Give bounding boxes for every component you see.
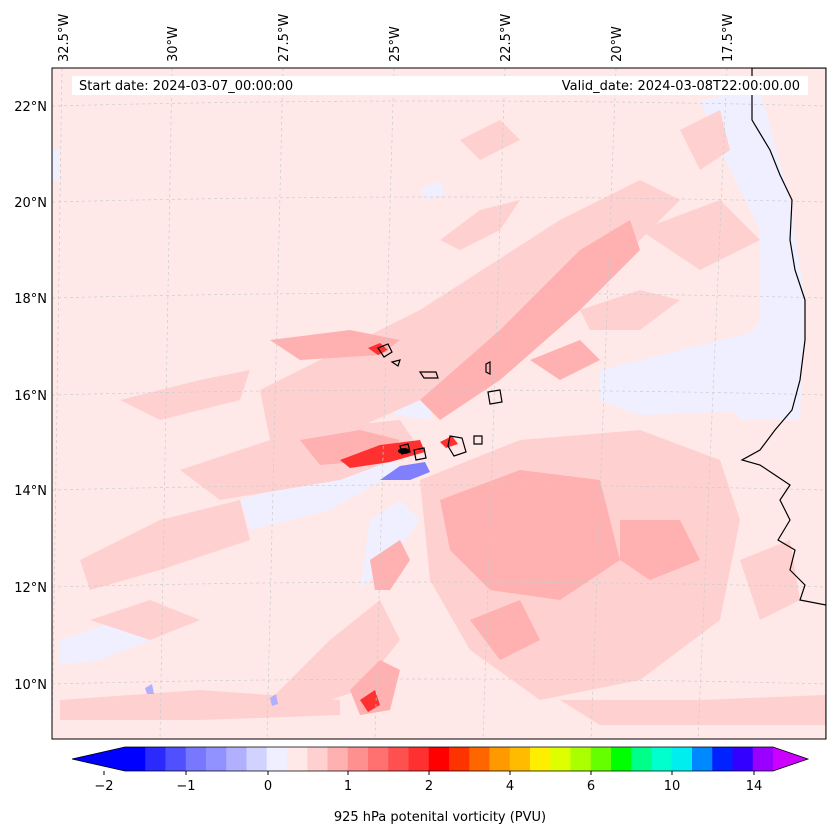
colorbar-tick-label: 4: [506, 779, 514, 794]
lat-label: 18°N: [14, 292, 47, 307]
colorbar-segment: [368, 747, 389, 771]
colorbar-tick-label: −2: [94, 779, 113, 794]
cape-verde-islands: [377, 343, 503, 461]
colorbar-outline: [71, 746, 810, 772]
map-panel: [52, 68, 826, 739]
colorbar-segment: [226, 747, 248, 771]
colorbar-segment: [509, 747, 531, 771]
colorbar-segment: [449, 747, 470, 771]
start-date-label: Start date: 2024-03-07_00:00:00: [79, 79, 293, 94]
island-fogo: [413, 447, 427, 461]
colorbar-segment: [590, 747, 612, 771]
colorbar-segment: [752, 747, 774, 771]
island-santo-antao: [377, 343, 393, 358]
colorbar-segment: [327, 747, 349, 771]
lon-label: 22.5°W: [499, 14, 514, 62]
colorbar-tick-label: 6: [587, 779, 595, 794]
colorbar-segment: [145, 747, 167, 771]
colorbar: −2 −1 0 1 2 4 6 10 14 925 hPa potenital …: [71, 746, 810, 825]
colorbar-segment: [287, 747, 308, 771]
colorbar-segment: [530, 747, 551, 771]
colorbar-segment: [428, 747, 450, 771]
island-sal: [485, 361, 491, 375]
colorbar-tick-label: 0: [264, 779, 272, 794]
small-blue-patch: [270, 694, 278, 706]
colorbar-segment: [550, 747, 572, 771]
island-sao-vicente: [390, 359, 401, 367]
colorbar-segments: [125, 747, 774, 771]
colorbar-ticks: [103, 771, 755, 775]
colorbar-segment: [712, 747, 734, 771]
longitude-labels: 32.5°W 30°W 27.5°W 25°W 22.5°W 20°W 17.5…: [57, 14, 736, 62]
lon-label: 25°W: [388, 26, 403, 62]
lon-label: 30°W: [166, 26, 181, 62]
colorbar-segment: [165, 747, 187, 771]
colorbar-segment: [347, 747, 369, 771]
colorbar-segment: [489, 747, 511, 771]
lon-label: 32.5°W: [57, 14, 72, 62]
date-header-box: [72, 76, 808, 95]
lon-label: 20°W: [610, 26, 625, 62]
colorbar-segment: [307, 747, 329, 771]
colorbar-segment: [692, 747, 713, 771]
colorbar-segment: [185, 747, 207, 771]
colorbar-segment: [408, 747, 430, 771]
lon-label: 27.5°W: [277, 14, 292, 62]
island-maio: [473, 435, 483, 445]
colorbar-segment: [570, 747, 592, 771]
colorbar-title: 925 hPa potenital vorticity (PVU): [334, 810, 546, 825]
africa-coastline: [740, 68, 826, 739]
valid-date-label: Valid_date: 2024-03-08T22:00:00.00: [562, 79, 800, 94]
colorbar-under-arrow: [72, 747, 125, 771]
small-blue-patch: [145, 684, 154, 694]
map-frame: [51, 67, 827, 740]
colorbar-tick-label: 10: [664, 779, 681, 794]
colorbar-segment: [611, 747, 632, 771]
colorbar-segment: [388, 747, 410, 771]
colorbar-segment: [125, 747, 146, 771]
blue-negative-pv-patch: [380, 462, 430, 480]
colorbar-over-arrow: [773, 747, 808, 771]
lat-label: 14°N: [14, 484, 47, 499]
colorbar-segment: [266, 747, 288, 771]
lat-label: 12°N: [14, 581, 47, 596]
graticule: [52, 68, 826, 739]
colorbar-segment: [651, 747, 673, 771]
lat-label: 20°N: [14, 196, 47, 211]
colorbar-segment: [469, 747, 491, 771]
island-boa-vista: [487, 389, 503, 405]
colorbar-segment: [631, 747, 653, 771]
island-brava: [399, 443, 411, 455]
lat-label: 22°N: [14, 100, 47, 115]
lat-label: 16°N: [14, 389, 47, 404]
colorbar-segment: [206, 747, 227, 771]
colorbar-tick-label: −1: [176, 779, 195, 794]
colorbar-tick-label: 1: [344, 779, 352, 794]
colorbar-segment: [732, 747, 754, 771]
lon-label: 17.5°W: [721, 14, 736, 62]
island-santiago: [447, 435, 467, 457]
latitude-labels: 22°N 20°N 18°N 16°N 14°N 12°N 10°N: [14, 100, 47, 693]
island-sao-nicolau: [418, 371, 439, 379]
lat-label: 10°N: [14, 678, 47, 693]
colorbar-tick-label: 2: [425, 779, 433, 794]
colorbar-segment: [246, 747, 268, 771]
colorbar-segment: [671, 747, 693, 771]
colorbar-tick-label: 14: [746, 779, 763, 794]
